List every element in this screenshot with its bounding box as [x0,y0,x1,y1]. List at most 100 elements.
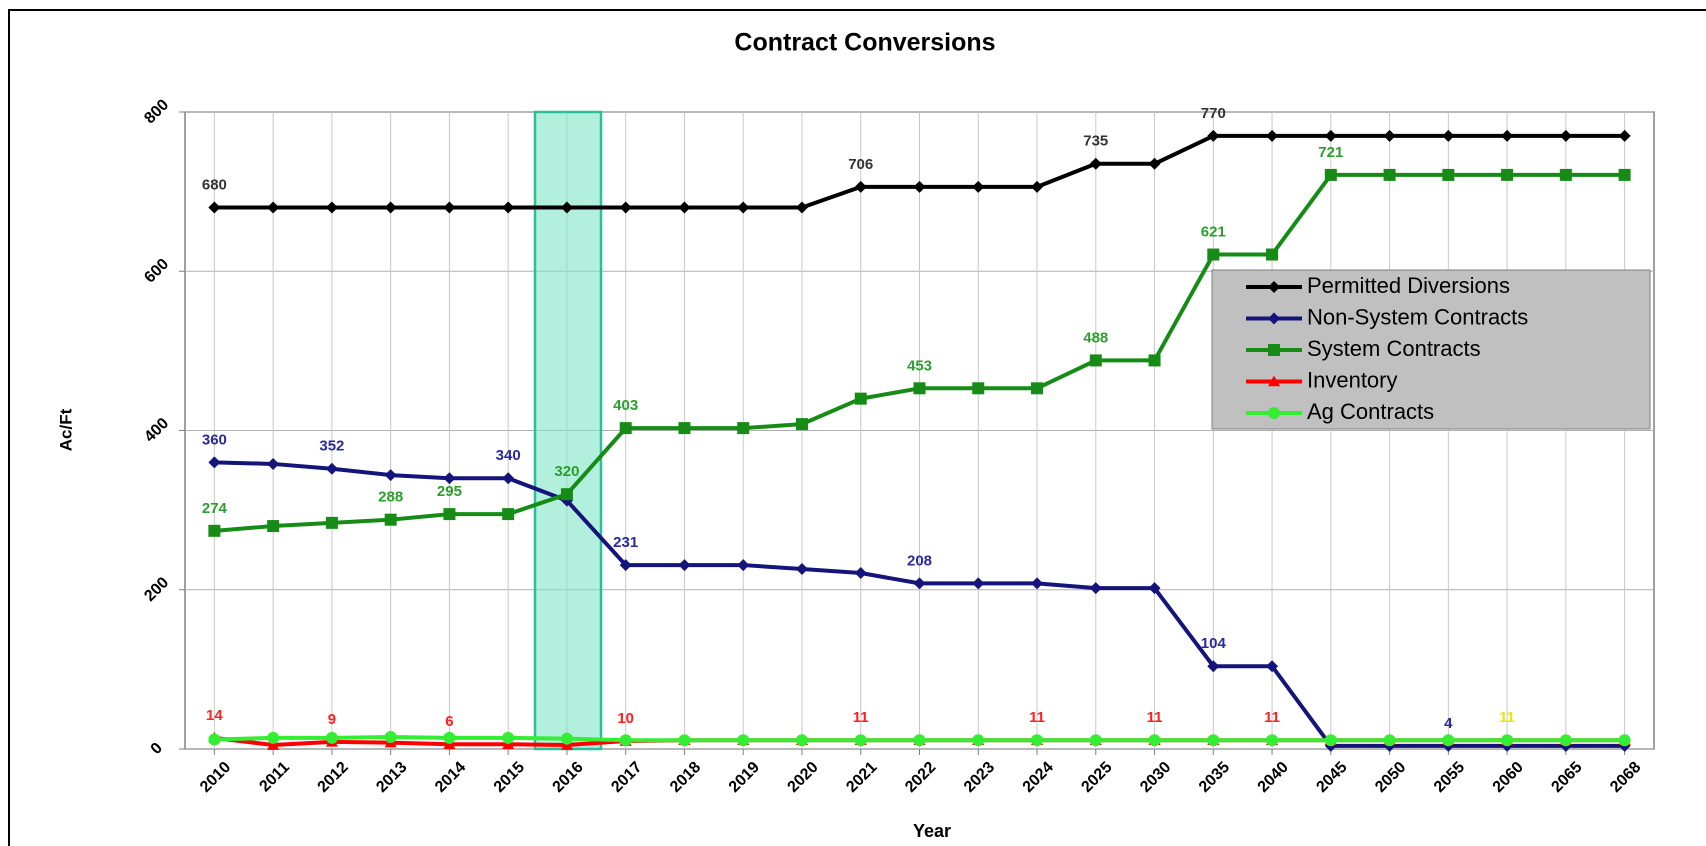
data-label: 320 [554,463,579,480]
marker [560,488,573,501]
marker [1618,734,1631,747]
legend-label: Permitted Diversions [1307,273,1510,298]
marker [913,382,926,395]
y-axis-label: Ac/Ft [56,408,75,451]
marker [1618,129,1631,142]
marker [1442,734,1455,747]
data-label: 706 [848,156,873,173]
marker [1559,734,1572,747]
marker [443,472,456,485]
marker [1089,157,1102,170]
legend: Permitted Diversions Non-System Contracts… [1211,269,1651,430]
marker [1089,582,1102,595]
marker [384,731,397,744]
data-label: 9 [328,711,336,728]
marker [1324,168,1337,181]
marker [1089,354,1102,367]
data-label: 208 [907,552,932,569]
marker [1268,312,1280,325]
data-label: 488 [1083,329,1108,346]
data-label: 6 [445,713,453,730]
marker [502,508,515,521]
marker [1266,734,1279,747]
marker [384,513,397,526]
marker [1266,129,1279,142]
marker [737,734,750,747]
marker [560,732,573,745]
data-label: 352 [319,438,344,455]
x-axis-label: Year [913,821,951,841]
legend-label: Ag Contracts [1307,399,1434,424]
marker [1148,734,1161,747]
marker [972,180,985,193]
marker [619,422,632,435]
data-label: 4 [1444,715,1453,732]
marker [208,524,221,537]
marker [1266,248,1279,261]
marker [325,201,338,214]
marker [1268,407,1280,419]
marker [737,559,750,572]
marker [678,201,691,214]
marker [972,734,985,747]
legend-label: Non-System Contracts [1307,304,1528,329]
marker [267,457,280,470]
marker [560,201,573,214]
data-label: 295 [437,483,462,500]
marker [1501,168,1514,181]
marker [1089,734,1102,747]
marker [325,731,338,744]
marker [795,734,808,747]
marker [1383,734,1396,747]
marker [1148,582,1161,595]
marker [1148,157,1161,170]
marker [1031,577,1044,590]
data-label: 621 [1201,223,1226,240]
marker [972,577,985,590]
marker [384,469,397,482]
marker [1207,129,1220,142]
marker [678,559,691,572]
data-label: 735 [1083,133,1108,150]
data-label: 360 [202,431,227,448]
marker [1266,660,1279,673]
marker [678,422,691,435]
marker [1442,129,1455,142]
marker [1268,344,1280,356]
data-label: 721 [1318,144,1343,161]
marker [913,180,926,193]
marker [1207,660,1220,673]
marker [1559,129,1572,142]
marker [1268,375,1280,387]
marker [1324,734,1337,747]
marker [678,734,691,747]
marker [443,201,456,214]
marker [913,577,926,590]
marker [854,180,867,193]
marker [1207,734,1220,747]
marker [1031,734,1044,747]
marker [619,734,632,747]
marker [208,456,221,469]
data-label: 288 [378,489,403,506]
data-label: 10 [617,710,634,727]
marker [443,731,456,744]
chart-title: Contract Conversions [734,29,995,57]
marker [1383,129,1396,142]
legend-label: Inventory [1307,367,1398,392]
marker [1442,168,1455,181]
marker [1383,168,1396,181]
data-label: 11 [1264,709,1280,726]
marker [325,516,338,529]
marker [737,201,750,214]
marker [1148,354,1161,367]
marker [1501,734,1514,747]
data-label: 340 [496,447,521,464]
data-label: 453 [907,357,932,374]
marker [854,392,867,405]
marker [1501,129,1514,142]
marker [619,559,632,572]
data-label: 680 [202,177,227,194]
marker [737,422,750,435]
